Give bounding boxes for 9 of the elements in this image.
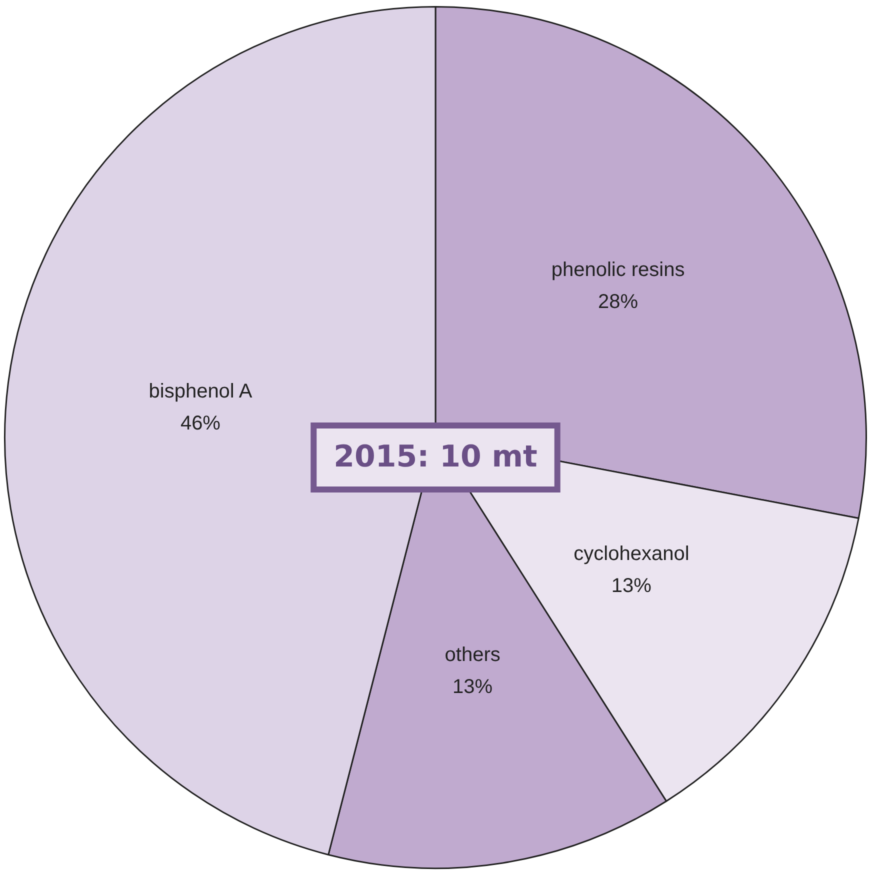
data-label: 13% bbox=[611, 575, 652, 598]
text: 2015: 10 mt bbox=[334, 439, 538, 474]
slice-label: phenolic resins bbox=[551, 259, 685, 281]
data-label: 28% bbox=[598, 291, 638, 313]
slice-label: cyclohexanol bbox=[574, 543, 690, 566]
data-label: 13% bbox=[452, 676, 493, 698]
data-label: 46% bbox=[180, 412, 221, 434]
slice-label: bisphenol A bbox=[148, 380, 253, 402]
slice-label: others bbox=[444, 644, 500, 666]
